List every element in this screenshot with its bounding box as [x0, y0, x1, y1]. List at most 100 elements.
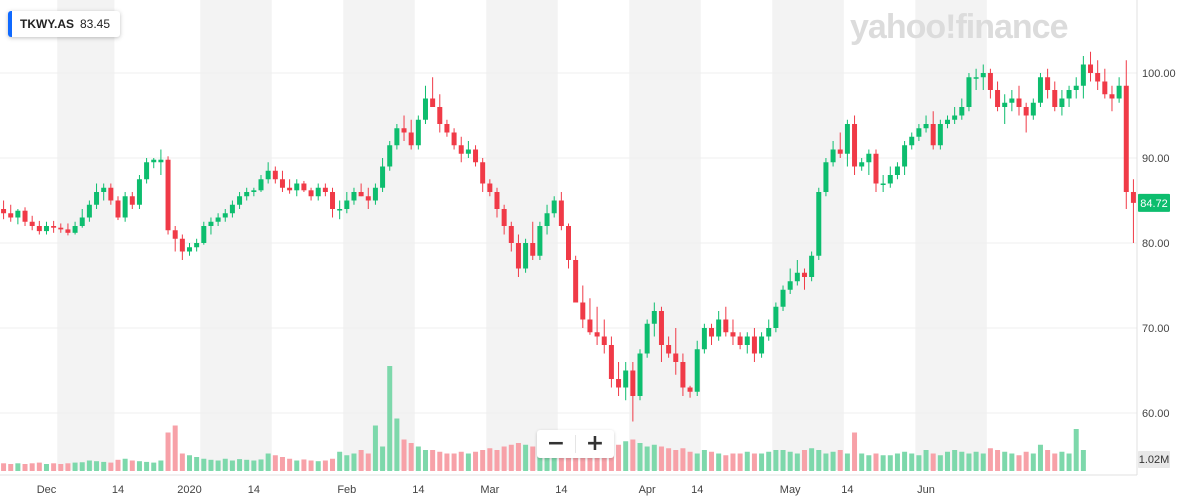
candle-body — [465, 149, 471, 154]
volume-bar — [751, 453, 757, 471]
zoom-out-button[interactable]: − — [537, 430, 575, 458]
volume-bar — [644, 446, 650, 471]
volume-bar — [809, 448, 815, 471]
volume-label: 1.02M — [1139, 454, 1170, 466]
volume-bar — [973, 451, 979, 471]
volume-bar — [29, 463, 35, 471]
volume-bar — [594, 446, 600, 471]
candle-body — [1073, 85, 1079, 90]
candle-body — [8, 213, 14, 218]
x-tick-label: 14 — [412, 484, 424, 496]
volume-bar — [987, 448, 993, 471]
volume-bar — [687, 451, 693, 471]
candle-body — [194, 243, 200, 248]
volume-bar — [730, 453, 736, 471]
volume-bar — [680, 448, 686, 471]
candle-body — [608, 345, 614, 379]
candle-body — [1037, 77, 1043, 103]
volume-bar — [709, 451, 715, 471]
candle-body — [43, 226, 49, 232]
volume-bar — [422, 450, 428, 471]
volume-bar — [959, 451, 965, 471]
volume-bar — [1080, 450, 1086, 471]
candle-body — [959, 107, 965, 116]
x-tick-label: 14 — [555, 484, 567, 496]
volume-bar — [673, 450, 679, 471]
candle-body — [837, 149, 843, 154]
volume-bar — [136, 461, 142, 471]
candle-body — [237, 196, 243, 205]
volume-bar — [501, 446, 507, 471]
candle-body — [136, 179, 142, 205]
candle-body — [108, 187, 114, 201]
volume-bar — [365, 453, 371, 471]
x-tick-label: Feb — [337, 484, 356, 496]
volume-bar — [94, 461, 100, 471]
candle-body — [623, 370, 629, 388]
x-tick-label: Jun — [917, 484, 935, 496]
ticker-label: TKWY.AS 83.45 — [8, 11, 121, 37]
ticker-symbol: TKWY.AS — [20, 17, 74, 31]
zoom-in-button[interactable]: + — [576, 430, 614, 458]
candle-body — [637, 353, 643, 396]
volume-bar — [723, 455, 729, 471]
weekend-band — [486, 0, 558, 470]
candle-body — [444, 124, 450, 133]
candle-body — [1045, 77, 1051, 90]
volume-bar — [330, 458, 336, 471]
candle-body — [780, 289, 786, 307]
volume-bar — [1023, 451, 1029, 471]
volume-bar — [759, 453, 765, 471]
weekend-band — [772, 0, 844, 470]
volume-bar — [394, 418, 400, 471]
candle-body — [51, 226, 57, 228]
candle-body — [265, 170, 271, 180]
volume-bar — [1, 463, 7, 471]
candle-body — [315, 187, 321, 197]
candle-body — [995, 90, 1001, 107]
volume-bar — [251, 460, 257, 471]
candle-body — [594, 332, 600, 337]
candle-body — [1052, 90, 1058, 107]
volume-bar — [744, 451, 750, 471]
volume-bar — [408, 443, 414, 471]
volume-bar — [995, 450, 1001, 471]
candle-body — [1023, 107, 1029, 116]
candle-body — [487, 183, 493, 192]
volume-bar — [51, 463, 57, 471]
candle-body — [430, 98, 436, 107]
x-tick-label: 14 — [248, 484, 260, 496]
volume-bar — [108, 462, 114, 471]
volume-bar — [244, 459, 250, 471]
volume-bar — [237, 459, 243, 471]
candle-body — [694, 349, 700, 392]
volume-bar — [458, 451, 464, 471]
volume-bar — [265, 453, 271, 471]
volume-bar — [358, 450, 364, 471]
candle-body — [122, 196, 128, 218]
volume-bar — [930, 453, 936, 471]
candle-body — [294, 183, 300, 191]
volume-bar — [623, 441, 629, 471]
volume-bar — [887, 455, 893, 471]
volume-bar — [1002, 451, 1008, 471]
volume-bar — [36, 462, 42, 471]
candle-body — [272, 170, 278, 180]
candle-body — [351, 192, 357, 201]
candle-body — [1095, 73, 1101, 82]
volume-bar — [65, 463, 71, 471]
volume-bar — [1073, 429, 1079, 471]
candle-body — [1030, 102, 1036, 116]
candle-body — [1130, 192, 1136, 203]
candle-body — [773, 306, 779, 328]
candle-body — [751, 336, 757, 354]
volume-bar — [473, 451, 479, 471]
candle-body — [165, 159, 171, 231]
candle-body — [580, 302, 586, 320]
volume-bar — [880, 455, 886, 471]
weekend-band — [57, 0, 115, 470]
candle-body — [1002, 102, 1008, 107]
ticker-accent-bar — [8, 11, 12, 37]
volume-bar — [79, 462, 85, 471]
